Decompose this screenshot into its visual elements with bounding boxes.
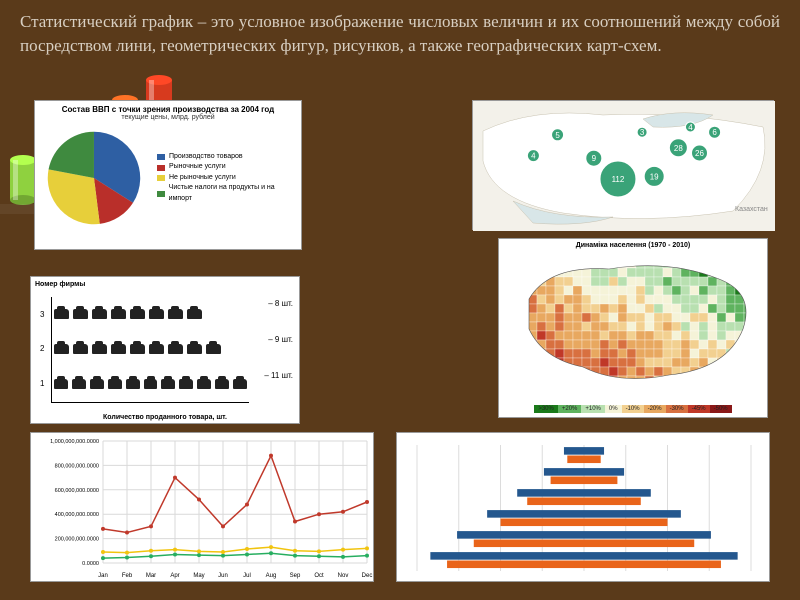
pictogram-panel: Номер фирмы 321 Количество проданного то… <box>30 276 300 424</box>
svg-text:400,000,000.0000: 400,000,000.0000 <box>55 512 99 518</box>
bubble-map: 112 19 9 28 26 6 4 3 5 4 Казахстан <box>473 101 775 231</box>
svg-text:19: 19 <box>650 172 659 181</box>
svg-text:Dec: Dec <box>362 573 373 579</box>
svg-text:3: 3 <box>640 128 645 137</box>
pie-title: Состав ВВП с точки зрения производства з… <box>35 101 301 114</box>
pyramid-chart <box>397 433 771 583</box>
svg-text:0.0000: 0.0000 <box>82 561 99 567</box>
svg-text:Jan: Jan <box>98 573 108 579</box>
svg-text:600,000,000.0000: 600,000,000.0000 <box>55 488 99 494</box>
choropleth-panel: Динаміка населення (1970 - 2010) >30%+20… <box>498 238 768 418</box>
svg-text:Jul: Jul <box>243 573 251 579</box>
svg-text:200,000,000.0000: 200,000,000.0000 <box>55 537 99 543</box>
svg-text:Aug: Aug <box>266 573 277 579</box>
slide-heading: Статистический график – это условное изо… <box>0 0 800 64</box>
svg-text:112: 112 <box>612 175 625 184</box>
pictogram-rows: 321 <box>51 297 249 403</box>
svg-text:Jun: Jun <box>218 573 228 579</box>
svg-text:Apr: Apr <box>170 573 179 579</box>
svg-text:4: 4 <box>531 152 536 161</box>
svg-text:Mar: Mar <box>146 573 156 579</box>
pie-chart <box>41 123 147 233</box>
choro-title: Динаміка населення (1970 - 2010) <box>499 239 767 249</box>
svg-text:1,000,000,000.0000: 1,000,000,000.0000 <box>50 439 99 445</box>
picto-ylabel: Номер фирмы <box>35 281 85 288</box>
svg-text:9: 9 <box>592 154 597 163</box>
svg-text:Feb: Feb <box>122 573 133 579</box>
choro-legend: >30%+20%+10%0%-10%-20%-30%-45%-50% <box>499 405 767 413</box>
svg-text:5: 5 <box>555 131 560 140</box>
svg-text:6: 6 <box>712 128 717 137</box>
svg-text:4: 4 <box>688 123 693 132</box>
pie-legend: Производство товаровРыночные услугиНе ры… <box>157 152 295 205</box>
svg-text:Sep: Sep <box>290 573 301 579</box>
line-chart-panel: 0.0000 200,000,000.0000 400,000,000.0000 60… <box>30 432 374 582</box>
svg-text:800,000,000.0000: 800,000,000.0000 <box>55 463 99 469</box>
pie-subtitle: текущие цены, млрд. рублей <box>35 114 301 121</box>
picto-xlabel: Количество проданного товара, шт. <box>31 414 299 421</box>
svg-text:Oct: Oct <box>314 573 324 579</box>
svg-text:28: 28 <box>674 144 683 153</box>
svg-text:Nov: Nov <box>338 573 349 579</box>
line-chart: 0.0000 200,000,000.0000 400,000,000.0000 60… <box>31 433 375 583</box>
svg-text:May: May <box>193 573 204 579</box>
svg-text:26: 26 <box>695 149 704 158</box>
pie-chart-panel: Состав ВВП с точки зрения производства з… <box>34 100 302 250</box>
choropleth-map <box>499 249 769 399</box>
svg-text:Казахстан: Казахстан <box>735 206 768 213</box>
bubble-map-panel: 112 19 9 28 26 6 4 3 5 4 Казахстан <box>472 100 774 230</box>
pyramid-chart-panel <box>396 432 770 582</box>
